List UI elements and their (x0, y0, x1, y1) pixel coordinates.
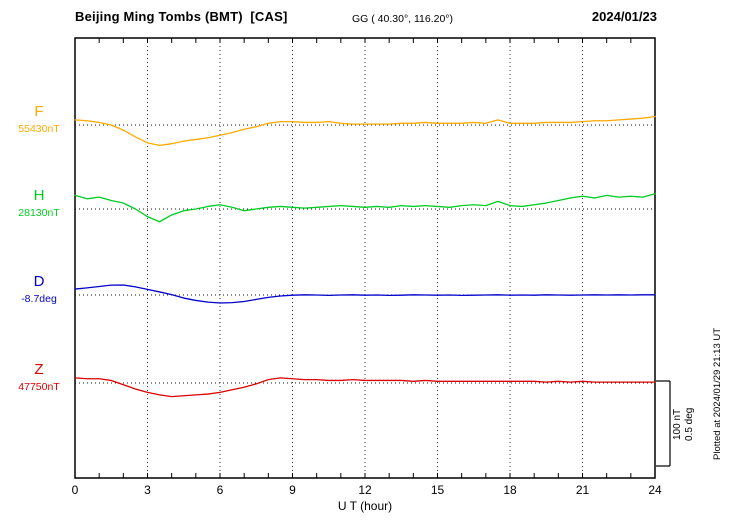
channel-baseline-value-Z: 47750nT (18, 380, 60, 393)
x-tick-label-9: 9 (289, 483, 296, 497)
station-title: Beijing Ming Tombs (BMT) [CAS] (75, 9, 288, 24)
x-tick-label-12: 12 (358, 483, 372, 497)
scale-bar-deg-label: 0.5 deg (684, 407, 695, 441)
trace-Z (74, 377, 656, 398)
x-tick-label-15: 15 (430, 483, 445, 497)
channel-baseline-value-D: -8.7deg (21, 292, 57, 305)
channel-label-D: D -8.7deg (8, 273, 70, 305)
geographic-coords-label: GG ( 40.30°, 116.20°) (352, 13, 454, 25)
channel-label-Z: Z 47750nT (8, 361, 70, 393)
channel-label-H: H 28130nT (8, 187, 70, 219)
trace-H (74, 193, 656, 223)
trace-D (74, 284, 656, 304)
x-axis-title: U T (hour) (337, 499, 393, 513)
channel-letter-H: H (33, 187, 45, 204)
x-tick-label-6: 6 (216, 483, 224, 497)
x-tick-label-3: 3 (144, 483, 151, 497)
channel-baseline-value-F: 55430nT (18, 122, 60, 135)
channel-label-F: F 55430nT (8, 103, 70, 135)
channel-letter-Z: Z (34, 361, 44, 378)
scale-bar-nt-label: 100 nT (672, 408, 683, 440)
x-tick-label-0: 0 (71, 483, 79, 497)
plotted-timestamp-note: Plotted at 2024/01/29 21:13 UT (712, 327, 723, 461)
trace-F (74, 115, 656, 147)
channel-letter-D: D (33, 273, 45, 290)
x-tick-label-21: 21 (575, 483, 590, 497)
channel-baseline-value-H: 28130nT (18, 206, 60, 219)
x-tick-label-24: 24 (648, 483, 662, 497)
channel-letter-F: F (34, 103, 44, 120)
date-label: 2024/01/23 (591, 9, 657, 24)
x-tick-label-18: 18 (503, 483, 517, 497)
